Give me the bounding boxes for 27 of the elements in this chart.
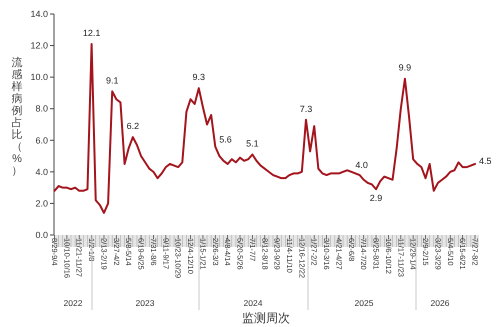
- line-series: [54, 42, 476, 214]
- data-label: 6.2: [126, 121, 140, 132]
- text: 2026: [430, 298, 450, 308]
- y-tick-label: 2.0: [35, 198, 48, 208]
- data-label: 4.0: [355, 160, 368, 170]
- y-tick-label: 10.0: [30, 72, 48, 82]
- data-label: 9.3: [192, 72, 206, 82]
- text: 2024: [244, 298, 263, 308]
- y-tick-label: 14.0: [30, 9, 48, 19]
- text: 2025: [354, 298, 374, 308]
- data-label: 9.9: [398, 62, 412, 73]
- data-label: 9.1: [106, 75, 118, 86]
- y-tick-label: 6.0: [35, 135, 48, 146]
- text: 2023: [136, 298, 155, 308]
- data-label: 12.1: [82, 28, 100, 38]
- x-axis-title: 监测周次: [242, 311, 290, 325]
- y-tick-label: 12.0: [30, 40, 48, 51]
- text: 流感样病例占比（%）: [12, 57, 22, 177]
- y-tick-label: 4.0: [35, 166, 48, 177]
- data-label: 5.6: [219, 134, 232, 145]
- data-label: 5.1: [246, 138, 259, 148]
- y-tick-label: 8.0: [35, 104, 48, 114]
- text: 2022: [64, 298, 83, 308]
- data-label: 7.3: [300, 104, 312, 114]
- y-tick-label: 0.0: [35, 230, 48, 240]
- data-label: 4.5: [479, 156, 492, 166]
- data-label: 2.9: [370, 193, 382, 204]
